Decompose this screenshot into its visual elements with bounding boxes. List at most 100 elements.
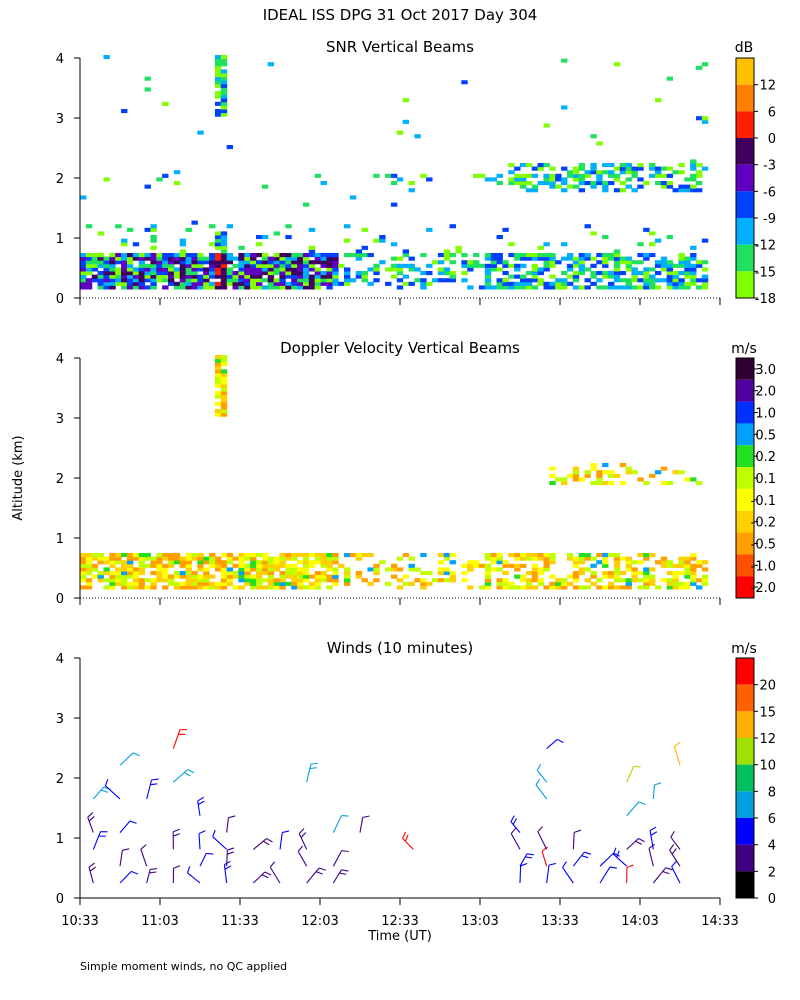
heatmap-cell (373, 271, 380, 276)
heatmap-cell (314, 585, 322, 590)
heatmap-cell (566, 184, 574, 189)
heatmap-cell (426, 581, 433, 586)
heatmap-cell (537, 181, 544, 186)
heatmap-cell (103, 177, 110, 182)
heatmap-cell (678, 560, 685, 565)
heatmap-cell (238, 285, 245, 290)
heatmap-cell (502, 260, 509, 265)
heatmap-cell (361, 274, 368, 279)
heatmap-cell (126, 571, 134, 576)
heatmap-cell (138, 285, 146, 290)
colorbar-label: 3.0 (755, 363, 776, 378)
heatmap-cell (126, 563, 134, 568)
heatmap-cell (244, 285, 251, 290)
heatmap-cell (162, 274, 169, 279)
heatmap-cell (91, 574, 99, 579)
heatmap-cell (584, 173, 591, 178)
heatmap-cell (572, 578, 580, 583)
heatmap-cell (684, 567, 691, 572)
heatmap-cell (678, 271, 685, 276)
heatmap-cell (132, 256, 140, 261)
heatmap-cell (126, 260, 134, 265)
heatmap-cell (291, 260, 298, 265)
heatmap-cell (132, 281, 140, 286)
heatmap-cell (608, 285, 615, 290)
heatmap-cell (297, 281, 304, 286)
heatmap-cell (179, 581, 187, 586)
heatmap-cell (220, 253, 228, 258)
heatmap-cell (578, 163, 586, 168)
heatmap-cell (525, 553, 533, 558)
heatmap-cell (666, 267, 674, 272)
heatmap-cell (496, 278, 503, 283)
heatmap-cell (285, 260, 292, 265)
heatmap-cell (191, 553, 198, 558)
heatmap-cell (185, 278, 192, 283)
heatmap-cell (91, 556, 99, 561)
heatmap-cell (590, 563, 597, 568)
wind-barb (652, 867, 673, 884)
heatmap-cell (326, 274, 333, 279)
heatmap-cell (566, 553, 574, 558)
heatmap-cell (261, 260, 269, 265)
heatmap-cell (314, 271, 322, 276)
heatmap-cell (214, 238, 222, 243)
heatmap-cell (525, 253, 533, 258)
heatmap-cell (613, 271, 621, 276)
heatmap-cell (267, 560, 275, 565)
heatmap-cell (478, 173, 486, 178)
heatmap-cell (326, 253, 333, 258)
heatmap-cell (126, 267, 134, 272)
heatmap-cell (531, 173, 539, 178)
wind-barb (197, 796, 205, 816)
wind-barb (140, 844, 148, 867)
x-tick-label: 10:33 (61, 914, 98, 929)
heatmap-cell (660, 278, 668, 283)
heatmap-cell (666, 235, 674, 240)
heatmap-cell (297, 260, 304, 265)
heatmap-cell (285, 553, 292, 558)
heatmap-cell (690, 159, 697, 164)
wind-barb (332, 850, 349, 867)
heatmap-cell (320, 574, 327, 579)
heatmap-cell (285, 285, 292, 290)
heatmap-cell (326, 281, 333, 286)
heatmap-cell (619, 556, 627, 561)
heatmap-cell (80, 256, 87, 261)
heatmap-cell (279, 578, 286, 583)
heatmap-cell (132, 274, 140, 279)
heatmap-cell (637, 242, 644, 247)
heatmap-cell (484, 281, 492, 286)
heatmap-cell (549, 256, 556, 261)
heatmap-cell (91, 567, 99, 572)
wind-barb (541, 846, 548, 867)
heatmap-cell (220, 245, 228, 250)
heatmap-cell (302, 278, 310, 283)
colorbar-swatch (736, 711, 754, 738)
heatmap-cell (590, 466, 597, 471)
heatmap-cell (643, 278, 650, 283)
heatmap-cell (85, 260, 93, 265)
heatmap-cell (373, 278, 380, 283)
heatmap-cell (326, 553, 333, 558)
heatmap-cell (97, 571, 104, 576)
heatmap-cell (555, 477, 562, 482)
heatmap-cell (150, 227, 157, 232)
heatmap-cell (514, 256, 521, 261)
heatmap-cell (625, 163, 632, 168)
heatmap-cell (502, 563, 509, 568)
colorbar-swatch (736, 164, 754, 192)
heatmap-cell (484, 253, 492, 258)
heatmap-cell (379, 260, 386, 265)
heatmap-cell (220, 112, 228, 117)
heatmap-cell (214, 80, 222, 85)
heatmap-cell (396, 578, 404, 583)
y-tick-label: 2 (56, 172, 64, 187)
heatmap-cell (267, 563, 275, 568)
heatmap-cell (256, 553, 263, 558)
heatmap-cell (613, 563, 621, 568)
heatmap-cell (326, 256, 333, 261)
heatmap-cell (261, 278, 269, 283)
heatmap-cell (478, 585, 486, 590)
heatmap-cell (121, 242, 128, 247)
